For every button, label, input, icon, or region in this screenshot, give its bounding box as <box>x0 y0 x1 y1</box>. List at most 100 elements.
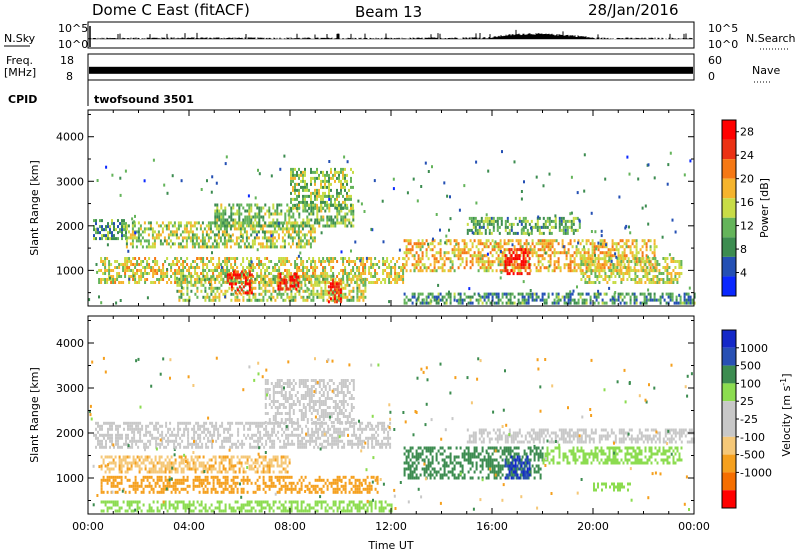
range-cell <box>559 298 562 302</box>
range-cell <box>277 281 280 285</box>
frequency-band <box>89 66 693 74</box>
range-cell <box>208 260 211 263</box>
range-cell <box>251 239 254 243</box>
range-cell <box>284 215 287 219</box>
power-colorbar-tick-label: 12 <box>740 220 754 233</box>
range-cell <box>545 245 548 249</box>
range-cell <box>508 263 511 267</box>
range-cell <box>405 245 408 249</box>
range-cell <box>662 281 665 284</box>
range-cell <box>449 266 452 270</box>
range-cell <box>597 245 600 249</box>
range-cell <box>246 266 249 269</box>
range-cell <box>449 292 452 296</box>
range-cell <box>593 301 596 305</box>
range-cell <box>146 263 149 266</box>
range-cell <box>194 278 197 281</box>
range-cell <box>457 245 460 249</box>
range-cell <box>479 254 482 258</box>
range-cell <box>557 295 560 299</box>
range-cell <box>139 227 142 231</box>
range-cell <box>330 218 333 222</box>
range-cell <box>291 278 294 282</box>
range-cell <box>583 298 586 302</box>
range-cell <box>175 227 178 231</box>
range-cell <box>228 269 231 272</box>
range-cell <box>531 242 534 246</box>
range-cell <box>617 298 620 302</box>
range-cell <box>348 278 351 281</box>
range-cell <box>220 203 223 207</box>
range-cell <box>554 222 557 226</box>
range-cell <box>322 191 324 195</box>
range-cell <box>306 278 309 281</box>
range-cell <box>582 275 585 278</box>
range-cell <box>229 239 232 243</box>
range-cell <box>334 167 336 171</box>
range-cell <box>557 292 560 296</box>
range-cell <box>258 218 261 222</box>
range-cell <box>483 292 486 296</box>
range-cell <box>226 289 229 293</box>
range-cell <box>226 269 229 272</box>
range-cell <box>133 233 136 237</box>
range-cell <box>180 179 183 183</box>
power-colorbar-frame <box>721 119 737 297</box>
range-cell <box>222 269 225 272</box>
range-cell <box>467 251 470 255</box>
range-cell <box>224 209 227 213</box>
range-cell <box>461 251 464 255</box>
range-cell <box>362 289 365 293</box>
range-cell <box>309 242 312 246</box>
range-cell <box>610 259 613 263</box>
range-cell <box>230 263 233 266</box>
range-cell <box>320 179 322 183</box>
range-cell <box>497 254 500 258</box>
range-cell <box>356 295 359 299</box>
range-cell <box>248 273 251 277</box>
range-cell <box>598 272 601 275</box>
range-cell <box>413 269 416 273</box>
range-cell <box>413 263 416 267</box>
range-cell <box>609 266 612 270</box>
range-cell <box>151 236 154 240</box>
range-cell <box>292 197 294 201</box>
range-cell <box>280 257 283 260</box>
range-cell <box>535 242 538 246</box>
range-cell <box>230 266 233 269</box>
range-cell <box>570 211 573 215</box>
range-cell <box>294 167 296 171</box>
range-cell <box>232 203 235 207</box>
range-cell <box>528 257 531 261</box>
range-cell <box>436 297 439 301</box>
range-cell <box>481 248 484 252</box>
range-cell <box>481 254 484 258</box>
range-cell <box>131 245 134 249</box>
range-cell <box>508 272 511 276</box>
range-cell <box>240 288 243 292</box>
range-cell <box>337 294 340 298</box>
range-cell <box>513 245 516 249</box>
range-cell <box>116 260 119 263</box>
range-cell <box>256 298 259 302</box>
range-cell <box>153 242 156 246</box>
range-cell <box>615 269 618 273</box>
range-cell <box>667 292 670 296</box>
range-cell <box>590 281 593 284</box>
power-colorbar-label: Power [dB] <box>758 178 771 238</box>
range-cell <box>230 215 233 219</box>
range-cell <box>224 162 227 166</box>
range-cell <box>653 295 656 299</box>
range-cell <box>614 252 617 256</box>
range-cell <box>156 278 159 281</box>
range-cell <box>599 263 602 267</box>
range-cell <box>308 275 311 278</box>
range-cell <box>558 228 561 232</box>
range-cell <box>640 278 643 281</box>
range-cell <box>271 221 274 225</box>
range-cell <box>238 206 241 210</box>
range-cell <box>499 242 502 246</box>
range-cell <box>650 281 653 284</box>
range-cell <box>573 269 576 273</box>
range-cell <box>535 295 538 299</box>
